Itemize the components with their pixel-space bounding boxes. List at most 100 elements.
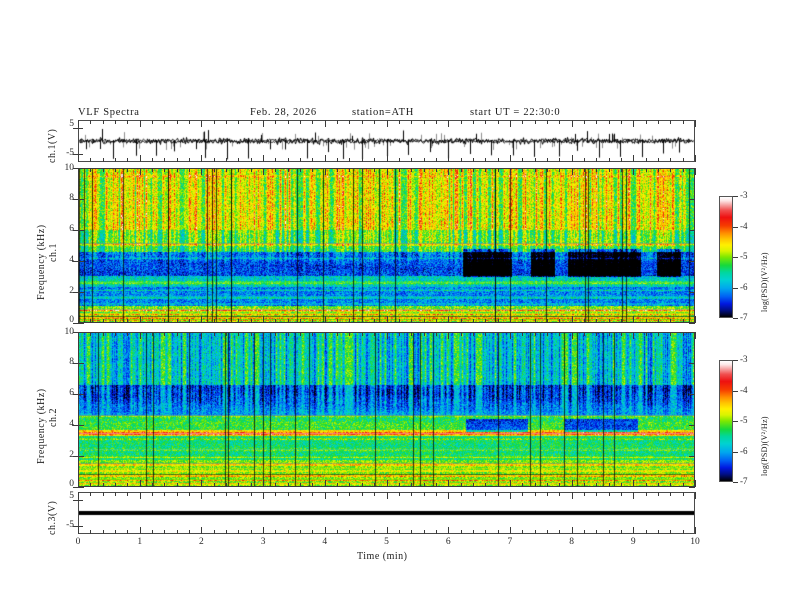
axis-tick (349, 332, 350, 336)
ch2-spec-channel-label: ch.2 (48, 408, 59, 427)
axis-tick (689, 456, 695, 457)
axis-tick (633, 120, 634, 127)
axis-tick (78, 394, 84, 395)
axis-tick (152, 483, 153, 487)
station-label: station=ATH (352, 107, 415, 118)
axis-tick (226, 158, 227, 162)
axis-tick (127, 120, 128, 124)
axis-tick (78, 292, 84, 293)
x-tick-label: 5 (384, 537, 389, 547)
axis-tick (658, 120, 659, 124)
axis-tick (485, 492, 486, 496)
axis-tick (263, 492, 264, 499)
axis-tick (596, 332, 597, 336)
colorbar-ch1-gradient (720, 197, 732, 317)
axis-tick (288, 120, 289, 124)
axis-tick (547, 492, 548, 496)
axis-tick (584, 158, 585, 162)
axis-tick (448, 168, 449, 175)
axis-tick (103, 332, 104, 336)
axis-tick (411, 530, 412, 534)
observation-date: Feb. 28, 2026 (250, 107, 317, 118)
axis-tick (275, 319, 276, 323)
axis-tick (238, 530, 239, 534)
axis-tick (535, 158, 536, 162)
axis-tick (251, 120, 252, 124)
axis-tick (522, 530, 523, 534)
axis-tick (535, 530, 536, 534)
axis-tick (349, 492, 350, 496)
colorbar-ch2 (719, 360, 733, 482)
axis-tick (238, 483, 239, 487)
axis-tick (658, 530, 659, 534)
axis-tick (683, 120, 684, 124)
axis-tick (670, 483, 671, 487)
axis-tick (547, 168, 548, 172)
axis-tick (374, 168, 375, 172)
axis-tick (689, 168, 695, 169)
axis-tick (238, 168, 239, 172)
axis-tick (559, 530, 560, 534)
axis-tick (115, 492, 116, 496)
ch2-spec-ytick-10: 10 (64, 327, 75, 337)
axis-tick (140, 492, 141, 499)
axis-tick (689, 230, 695, 231)
axis-tick (689, 363, 695, 364)
axis-tick (177, 120, 178, 124)
axis-tick (152, 319, 153, 323)
axis-tick (424, 492, 425, 496)
axis-tick (349, 319, 350, 323)
axis-tick (559, 158, 560, 162)
colorbar-tick (733, 288, 738, 289)
axis-tick (424, 332, 425, 336)
axis-tick (461, 158, 462, 162)
axis-tick (646, 120, 647, 124)
axis-tick (559, 319, 560, 323)
axis-tick (522, 332, 523, 336)
axis-tick (584, 492, 585, 496)
colorbar-tick (733, 391, 738, 392)
axis-tick (387, 492, 388, 499)
axis-tick (584, 483, 585, 487)
ch1-spec-ytick-8: 8 (69, 193, 74, 203)
axis-tick (411, 483, 412, 487)
axis-tick (683, 168, 684, 172)
axis-tick (670, 530, 671, 534)
axis-tick (646, 168, 647, 172)
axis-tick (596, 319, 597, 323)
axis-tick (448, 527, 449, 534)
axis-tick (399, 158, 400, 162)
axis-tick (300, 530, 301, 534)
colorbar-tick (733, 482, 738, 483)
axis-tick (251, 332, 252, 336)
axis-tick (646, 319, 647, 323)
axis-tick (689, 394, 695, 395)
axis-tick (251, 158, 252, 162)
axis-tick (103, 120, 104, 124)
axis-tick (424, 120, 425, 124)
axis-tick (683, 332, 684, 336)
axis-tick (275, 492, 276, 496)
axis-tick (596, 530, 597, 534)
axis-tick (473, 120, 474, 124)
axis-tick (461, 530, 462, 534)
axis-tick (399, 168, 400, 172)
axis-tick (152, 158, 153, 162)
ch3-ytick-neg5: -5 (66, 520, 74, 530)
axis-tick (362, 319, 363, 323)
axis-tick (263, 155, 264, 162)
axis-tick (485, 332, 486, 336)
axis-tick (510, 155, 511, 162)
axis-tick (140, 480, 141, 487)
axis-tick (312, 483, 313, 487)
axis-tick (90, 492, 91, 496)
axis-tick (522, 319, 523, 323)
axis-tick (633, 492, 634, 499)
ch2-spec-ytick-2: 2 (69, 450, 74, 460)
axis-tick (374, 120, 375, 124)
axis-tick (522, 492, 523, 496)
axis-tick (572, 492, 573, 499)
axis-tick (337, 319, 338, 323)
axis-tick (325, 480, 326, 487)
axis-tick (473, 332, 474, 336)
